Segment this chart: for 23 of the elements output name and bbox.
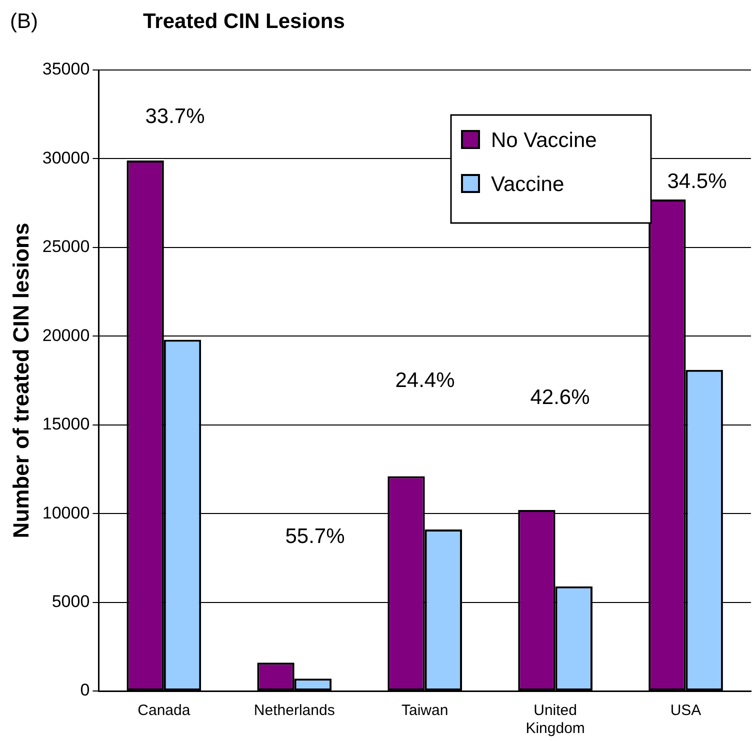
annotation: 24.4% xyxy=(395,368,455,392)
x-tick-label: Netherlands xyxy=(254,702,335,720)
annotation: 42.6% xyxy=(530,386,590,409)
y-tick-label: 5000 xyxy=(52,592,90,611)
y-axis-title: Number of treated CIN lesions xyxy=(8,222,34,538)
y-tick-label: 25000 xyxy=(42,237,90,256)
y-tick-label: 35000 xyxy=(42,60,90,79)
annotation: 33.7% xyxy=(145,104,205,128)
y-tick-label: 0 xyxy=(80,680,90,700)
annotation: 55.7% xyxy=(285,524,345,548)
legend-label: Vaccine xyxy=(491,172,564,196)
y-tick-label: 20000 xyxy=(42,326,90,345)
annotation: 34.5% xyxy=(667,170,727,193)
y-tick-label: 15000 xyxy=(42,414,90,434)
x-tick-label: USA xyxy=(670,702,702,720)
y-tick-label: 10000 xyxy=(42,503,90,522)
x-tick-label: United Kingdom xyxy=(526,702,585,738)
chart-title: Treated CIN Lesions xyxy=(143,10,345,33)
text: (B) xyxy=(10,10,38,33)
legend-label: No Vaccine xyxy=(491,128,597,152)
x-tick-label: Taiwan xyxy=(401,702,448,720)
y-tick-label: 30000 xyxy=(42,148,90,168)
x-tick-label: Canada xyxy=(138,702,191,720)
